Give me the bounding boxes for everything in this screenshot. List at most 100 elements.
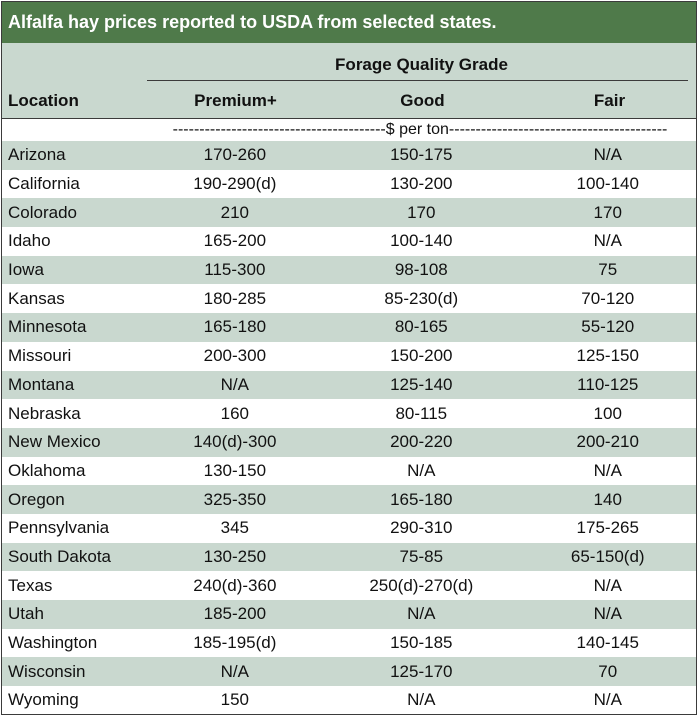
location-cell: Wyoming bbox=[8, 690, 79, 710]
table-row: Missouri 200-300 150-200 125-150 bbox=[2, 342, 696, 371]
premium-cell: 170-260 bbox=[203, 145, 267, 165]
column-header-premium: Premium+ bbox=[194, 91, 277, 110]
table-row: Wyoming 150 N/A N/A bbox=[2, 686, 696, 714]
good-cell: 170 bbox=[407, 202, 436, 222]
good-cell: 130-200 bbox=[390, 174, 453, 194]
fair-cell: 75 bbox=[598, 260, 618, 280]
table-row: Arizona 170-260 150-175 N/A bbox=[2, 141, 696, 170]
fair-cell: 110-125 bbox=[577, 374, 639, 394]
premium-cell: 180-285 bbox=[203, 288, 267, 308]
location-cell: Montana bbox=[8, 374, 75, 394]
table-row: Kansas 180-285 85-230(d) 70-120 bbox=[2, 284, 696, 313]
fair-cell: N/A bbox=[593, 690, 622, 710]
location-cell: Oregon bbox=[8, 489, 65, 509]
location-cell: South Dakota bbox=[8, 546, 112, 566]
fair-cell: N/A bbox=[593, 145, 622, 165]
fair-cell: 100 bbox=[593, 403, 622, 423]
fair-cell: N/A bbox=[593, 231, 622, 251]
table-row: Iowa 115-300 98-108 75 bbox=[2, 255, 696, 285]
premium-cell: 210 bbox=[220, 202, 250, 222]
fair-cell: 170 bbox=[593, 202, 622, 222]
good-cell: 125-170 bbox=[390, 661, 453, 681]
good-cell: 290-310 bbox=[390, 518, 453, 538]
location-cell: Washington bbox=[8, 633, 98, 653]
good-cell: 150-200 bbox=[390, 346, 453, 366]
good-cell: 85-230(d) bbox=[384, 288, 459, 308]
good-cell: 150-175 bbox=[390, 145, 453, 165]
premium-cell: 345 bbox=[220, 518, 250, 538]
premium-cell: 130-250 bbox=[203, 546, 267, 566]
location-cell: Texas bbox=[8, 575, 53, 595]
location-cell: Oklahoma bbox=[8, 460, 86, 480]
premium-cell: 185-200 bbox=[203, 604, 267, 624]
good-cell: 150-185 bbox=[390, 633, 453, 653]
table-row: South Dakota 130-250 75-85 65-150(d) bbox=[2, 542, 696, 572]
good-cell: N/A bbox=[407, 690, 436, 710]
fair-cell: 140-145 bbox=[576, 633, 639, 653]
group-header-forage-quality: Forage Quality Grade bbox=[335, 55, 508, 74]
good-cell: N/A bbox=[407, 604, 436, 624]
table-row: Montana N/A 125-140 110-125 bbox=[2, 370, 696, 400]
table-title: Alfalfa hay prices reported to USDA from… bbox=[2, 2, 696, 43]
location-cell: Iowa bbox=[8, 260, 44, 280]
table-row: Wisconsin N/A 125-170 70 bbox=[2, 657, 696, 687]
premium-cell: 185-195(d) bbox=[193, 633, 277, 653]
table-row: Texas 240(d)-360 250(d)-270(d) N/A bbox=[2, 571, 696, 600]
fair-cell: N/A bbox=[593, 575, 622, 595]
column-header-fair: Fair bbox=[593, 91, 626, 110]
good-cell: 200-220 bbox=[390, 432, 453, 452]
location-cell: Arizona bbox=[8, 145, 66, 165]
table-row: Colorado 210 170 170 bbox=[2, 198, 696, 228]
premium-cell: 165-180 bbox=[203, 317, 267, 337]
premium-cell: 190-290(d) bbox=[193, 174, 277, 194]
location-cell: Nebraska bbox=[8, 403, 81, 423]
table-row: New Mexico 140(d)-300 200-220 200-210 bbox=[2, 427, 696, 457]
premium-cell: 160 bbox=[220, 403, 250, 423]
good-cell: 80-115 bbox=[395, 403, 448, 423]
good-cell: 125-140 bbox=[390, 374, 453, 394]
table-body: Arizona 170-260 150-175 N/A California 190-29… bbox=[2, 141, 696, 714]
location-cell: New Mexico bbox=[8, 432, 101, 452]
fair-cell: 140 bbox=[593, 489, 622, 509]
good-cell: 80-165 bbox=[394, 317, 448, 337]
location-cell: Wisconsin bbox=[8, 661, 86, 681]
location-cell: Minnesota bbox=[8, 317, 87, 337]
table-row: Utah 185-200 N/A N/A bbox=[2, 600, 696, 629]
unit-label: ----------------------------------------… bbox=[172, 121, 668, 138]
location-cell: Colorado bbox=[8, 202, 77, 222]
table-header: Forage Quality Grade Location Premium+ G… bbox=[2, 43, 696, 119]
table-row: California 190-290(d) 130-200 100-140 bbox=[2, 170, 696, 199]
fair-cell: 100-140 bbox=[576, 174, 639, 194]
table-row: Oregon 325-350 165-180 140 bbox=[2, 485, 696, 514]
unit-row: ----------------------------------------… bbox=[2, 119, 696, 141]
location-cell: Idaho bbox=[8, 231, 51, 251]
group-header-rule bbox=[147, 80, 688, 81]
premium-cell: 200-300 bbox=[203, 346, 267, 366]
good-cell: 100-140 bbox=[390, 231, 453, 251]
good-cell: N/A bbox=[407, 460, 436, 480]
table-row: Oklahoma 130-150 N/A N/A bbox=[2, 457, 696, 486]
fair-cell: 65-150(d) bbox=[570, 546, 645, 566]
fair-cell: 125-150 bbox=[576, 346, 639, 366]
fair-cell: N/A bbox=[593, 604, 622, 624]
table-row: Nebraska 160 80-115 100 bbox=[2, 399, 696, 428]
fair-cell: 175-265 bbox=[576, 518, 639, 538]
good-cell: 75-85 bbox=[399, 546, 444, 566]
fair-cell: 55-120 bbox=[581, 317, 635, 337]
good-cell: 250(d)-270(d) bbox=[369, 575, 474, 595]
location-cell: Pennsylvania bbox=[8, 518, 110, 538]
fair-cell: 70-120 bbox=[581, 288, 635, 308]
table-row: Minnesota 165-180 80-165 55-120 bbox=[2, 313, 696, 342]
fair-cell: 70 bbox=[598, 661, 618, 681]
location-cell: Missouri bbox=[8, 346, 72, 366]
column-header-location: Location bbox=[8, 91, 79, 110]
good-cell: 98-108 bbox=[394, 260, 448, 280]
premium-cell: 240(d)-360 bbox=[193, 575, 277, 595]
fair-cell: N/A bbox=[593, 460, 622, 480]
location-cell: Kansas bbox=[8, 288, 65, 308]
premium-cell: 150 bbox=[220, 690, 250, 710]
table-row: Washington 185-195(d) 150-185 140-145 bbox=[2, 629, 696, 658]
good-cell: 165-180 bbox=[390, 489, 453, 509]
location-cell: California bbox=[8, 174, 80, 194]
